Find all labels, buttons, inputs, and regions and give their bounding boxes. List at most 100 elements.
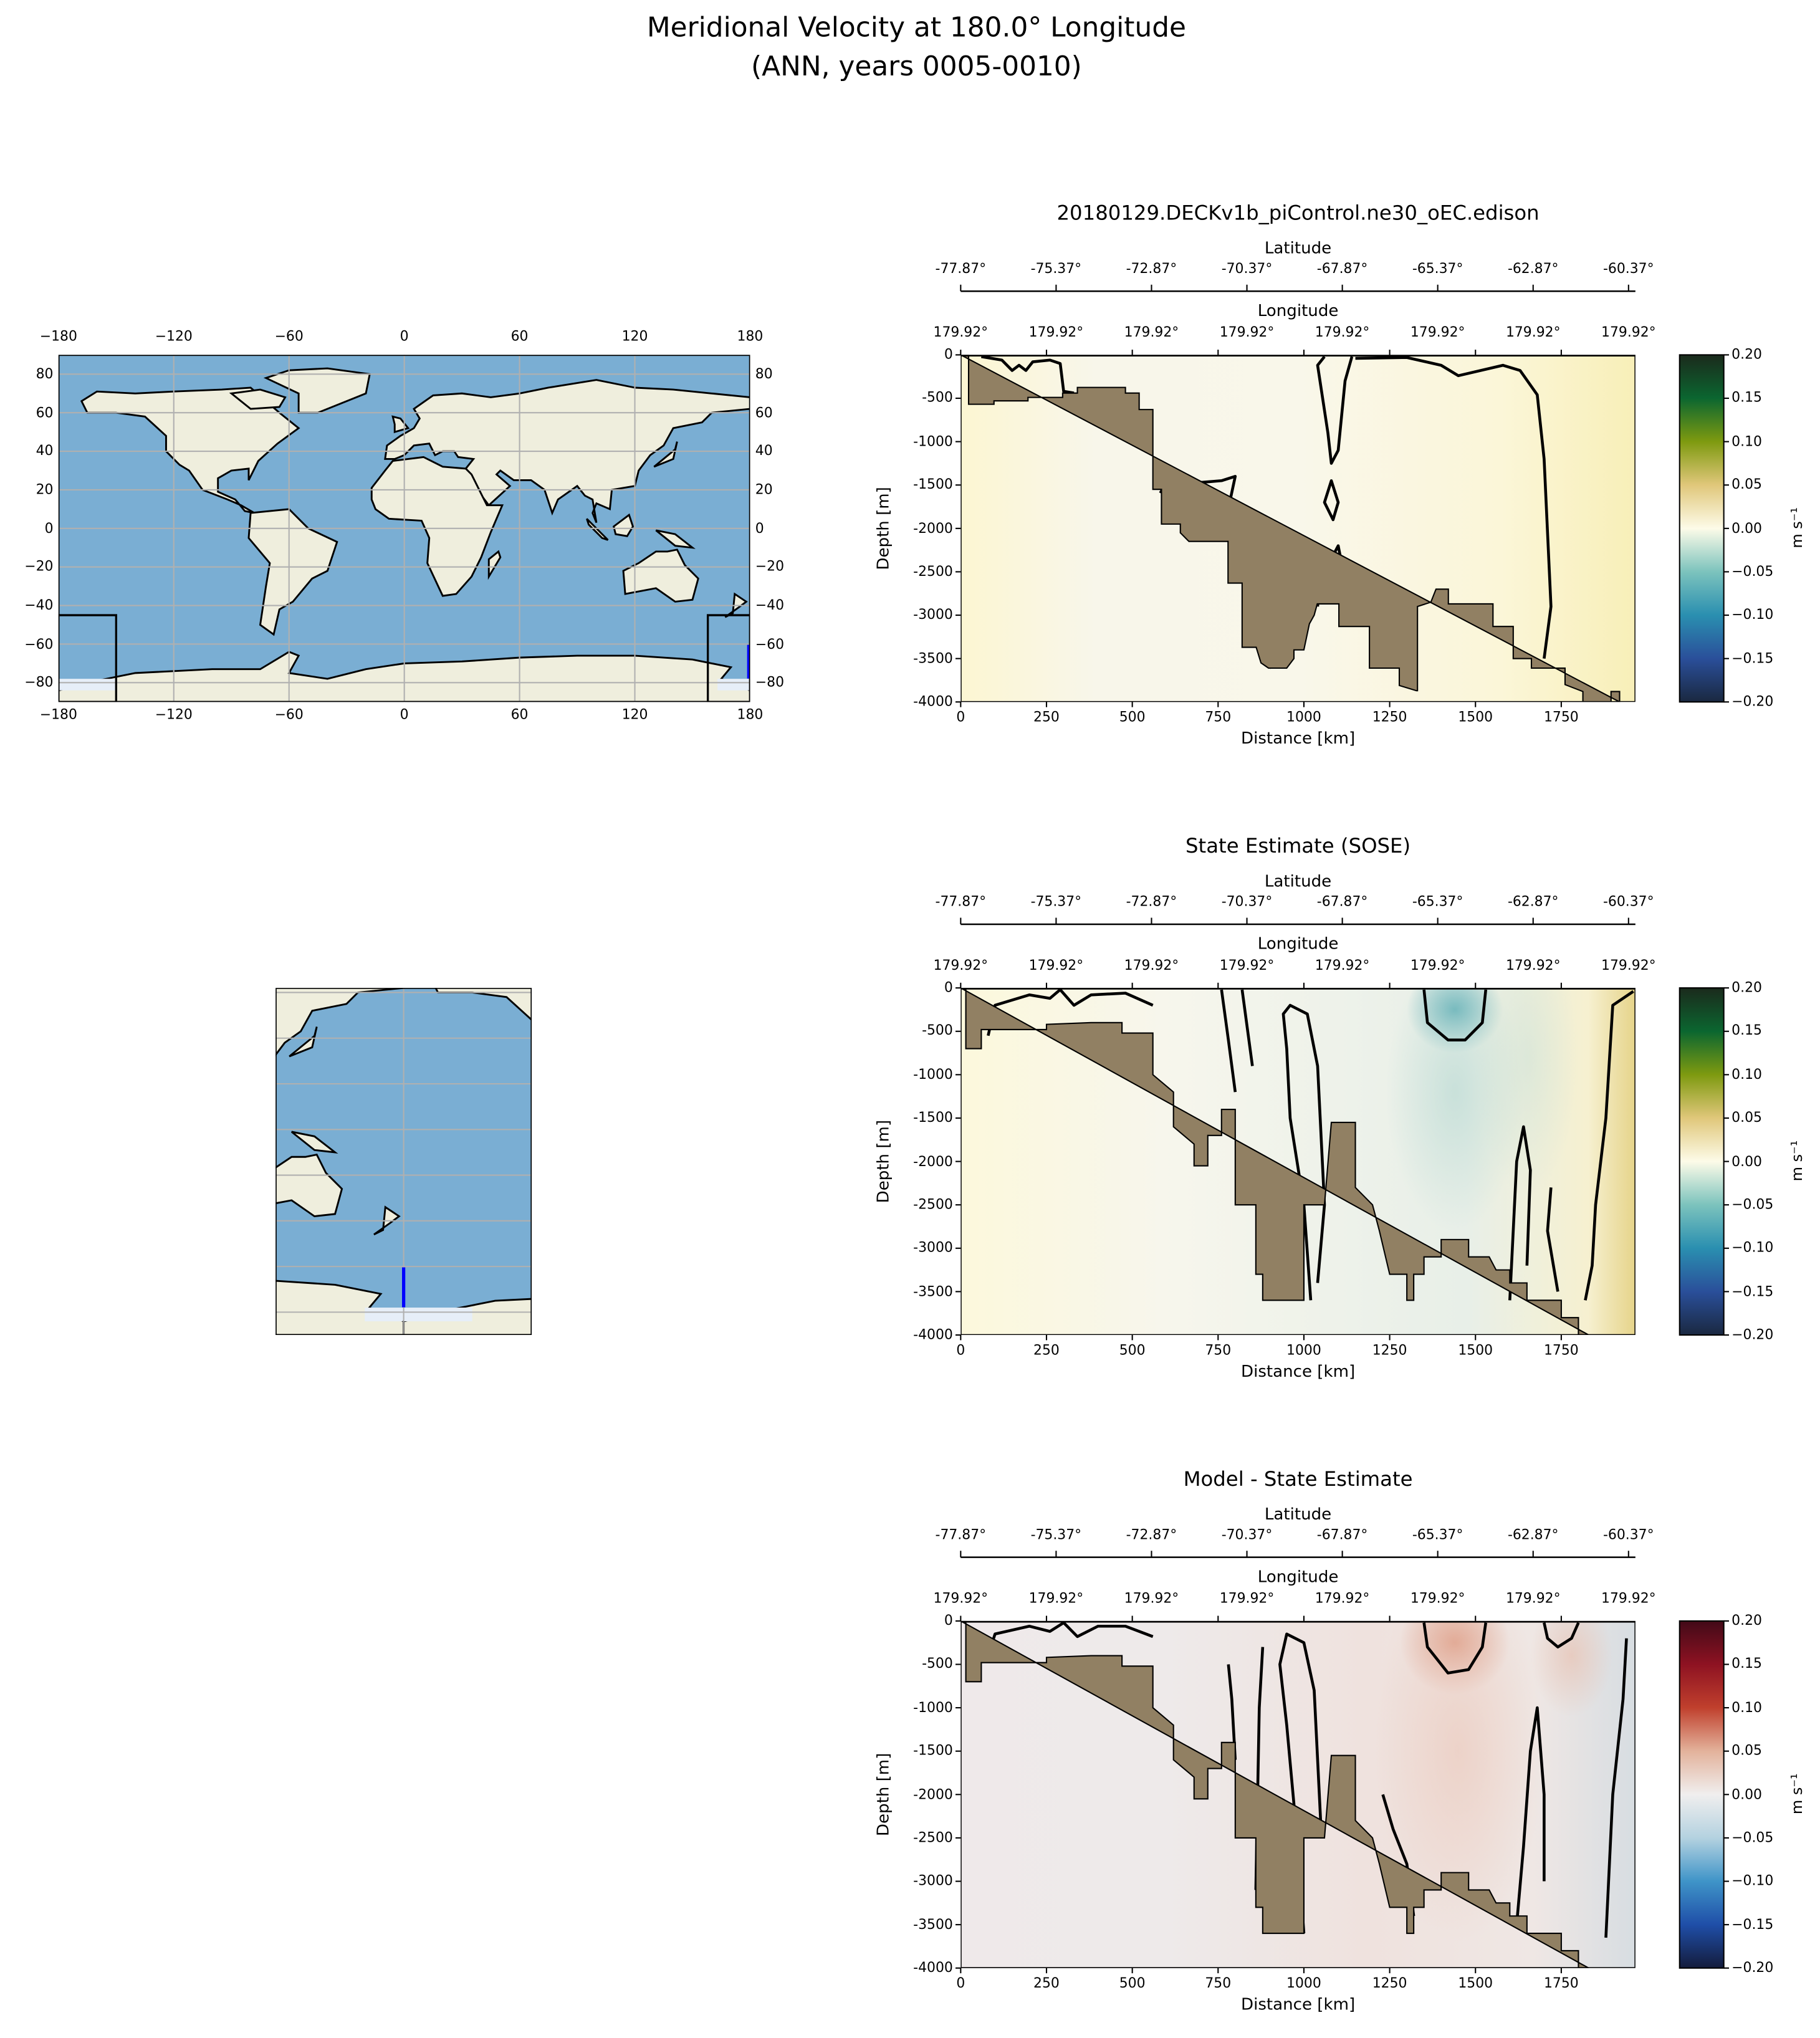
distance-axis-label: Distance [km]	[1241, 1361, 1356, 1381]
latitude-axis	[960, 1551, 1636, 1558]
colorbar-tick: 0.10	[1731, 1700, 1762, 1716]
colorbar-tick: 0.15	[1731, 390, 1762, 406]
zero-contour	[1424, 990, 1486, 1040]
zero-contour	[1548, 1187, 1558, 1291]
map-lon-tick-top: −120	[155, 328, 193, 345]
figure-title: Meridional Velocity at 180.0° Longitude	[646, 11, 1186, 43]
zero-contour	[1585, 992, 1633, 1301]
depth-tick: -2000	[913, 1786, 953, 1802]
map-lon-tick-bottom: 180	[737, 707, 764, 723]
land-mass	[614, 515, 633, 536]
colorbar-tick: 0.15	[1731, 1023, 1762, 1040]
zero-contour	[1516, 1708, 1544, 1925]
colorbar-tick: −0.15	[1731, 1916, 1774, 1933]
colorbar-tick: −0.15	[1731, 1283, 1774, 1299]
latitude-axis-label: Latitude	[1264, 1504, 1332, 1524]
colorbar-tick: 0.20	[1731, 347, 1762, 363]
map-lat-tick-right: 20	[755, 482, 773, 498]
zero-contour	[988, 990, 1152, 1036]
map-lon-tick-bottom: −180	[39, 707, 77, 723]
plot-frame	[960, 1621, 1635, 1968]
distance-tick: 750	[1205, 1342, 1232, 1359]
ice-shelf	[365, 1308, 404, 1322]
distance-tick: 1000	[1286, 1342, 1321, 1359]
colorbar-tick: −0.05	[1731, 563, 1774, 580]
distance-tick: 750	[1205, 1976, 1232, 1992]
depth-tick: -1500	[913, 1743, 953, 1759]
map-lon-tick-bottom: −120	[155, 707, 193, 723]
land-mass	[82, 388, 299, 513]
latitude-tick: -60.37°	[1603, 894, 1654, 910]
longitude-tick: 179.92°	[1505, 958, 1561, 974]
latitude-tick: -75.37°	[1030, 894, 1082, 910]
latitude-tick: -60.37°	[1603, 261, 1654, 277]
longitude-tick: 179.92°	[1124, 1591, 1179, 1607]
land-mass	[275, 988, 403, 1122]
map-lat-tick-right: 60	[755, 404, 773, 421]
longitude-tick: 179.92°	[1601, 1591, 1656, 1607]
map-lat-tick-left: 80	[36, 366, 54, 382]
distance-tick: 1500	[1458, 1342, 1493, 1359]
depth-tick: -4000	[913, 1327, 953, 1343]
colorbar-tick: −0.10	[1731, 1873, 1774, 1890]
distance-tick: 0	[956, 1342, 965, 1359]
latitude-axis	[960, 917, 1636, 926]
ice-shelf	[403, 1308, 472, 1322]
colorbar-tick: −0.15	[1731, 651, 1774, 667]
longitude-tick: 179.92°	[1315, 1591, 1370, 1607]
latitude-tick: -62.87°	[1507, 261, 1559, 277]
depth-tick: -1500	[913, 1110, 953, 1126]
latitude-axis-label: Latitude	[1264, 871, 1332, 891]
distance-tick: 500	[1119, 709, 1146, 725]
axis-ticks	[955, 1615, 1562, 1974]
colorbar-label: m s⁻¹	[1787, 1772, 1806, 1814]
zero-contour	[1324, 481, 1338, 520]
map-lat-tick-right: 40	[755, 443, 773, 459]
longitude-tick: 179.92°	[1410, 1591, 1465, 1607]
depth-tick: -3500	[913, 651, 953, 667]
longitude-tick: 179.92°	[1410, 325, 1465, 341]
depth-tick: -2500	[913, 1830, 953, 1846]
distance-tick: 1750	[1543, 709, 1579, 725]
velocity-anomaly	[1372, 1620, 1545, 1942]
colorbar-label: m s⁻¹	[1787, 1139, 1806, 1181]
latitude-tick: -77.87°	[935, 894, 987, 910]
distance-tick: 750	[1205, 709, 1232, 725]
panel-title: State Estimate (SOSE)	[1185, 835, 1411, 858]
regional-map	[275, 988, 532, 1336]
distance-axis-label: Distance [km]	[1241, 1994, 1356, 2014]
latitude-tick: -67.87°	[1316, 894, 1368, 910]
longitude-tick: 179.92°	[1315, 325, 1370, 341]
colorbar-label: m s⁻¹	[1787, 506, 1806, 548]
map-lat-tick-right: 0	[755, 520, 764, 537]
map-lon-tick-bottom: 0	[400, 707, 409, 723]
depth-tick: -2500	[913, 1197, 953, 1213]
latitude-axis	[960, 284, 1636, 292]
depth-tick: -3500	[913, 1283, 953, 1299]
map-lon-tick-top: 60	[510, 328, 529, 345]
map-lon-tick-bottom: 120	[621, 707, 648, 723]
map-lat-tick-right: 80	[755, 366, 773, 382]
longitude-tick: 179.92°	[1124, 958, 1179, 974]
longitude-tick: 179.92°	[1601, 325, 1656, 341]
land-mass	[489, 552, 500, 576]
map-lat-tick-left: −20	[24, 559, 54, 575]
distance-tick: 0	[956, 709, 965, 725]
map-lon-tick-top: 120	[621, 328, 648, 345]
colorbar-tick: 0.15	[1731, 1656, 1762, 1673]
map-lon-tick-top: 180	[737, 328, 764, 345]
land-mass	[275, 1155, 342, 1217]
latitude-tick: -72.87°	[1126, 261, 1177, 277]
zero-contour	[1424, 1623, 1486, 1673]
latitude-tick: -75.37°	[1030, 1527, 1082, 1543]
distance-tick: 1250	[1372, 1976, 1407, 1992]
velocity-anomaly	[1530, 1620, 1613, 1716]
longitude-tick: 179.92°	[1219, 1591, 1275, 1607]
colorbar-tick: 0.05	[1731, 1743, 1762, 1759]
longitude-tick: 179.92°	[1505, 1591, 1561, 1607]
zero-contour	[981, 356, 1074, 393]
land-mass	[289, 1026, 317, 1056]
longitude-tick: 179.92°	[1124, 325, 1179, 341]
map-lon-tick-top: 0	[400, 328, 409, 345]
bathymetry	[960, 988, 1589, 1336]
